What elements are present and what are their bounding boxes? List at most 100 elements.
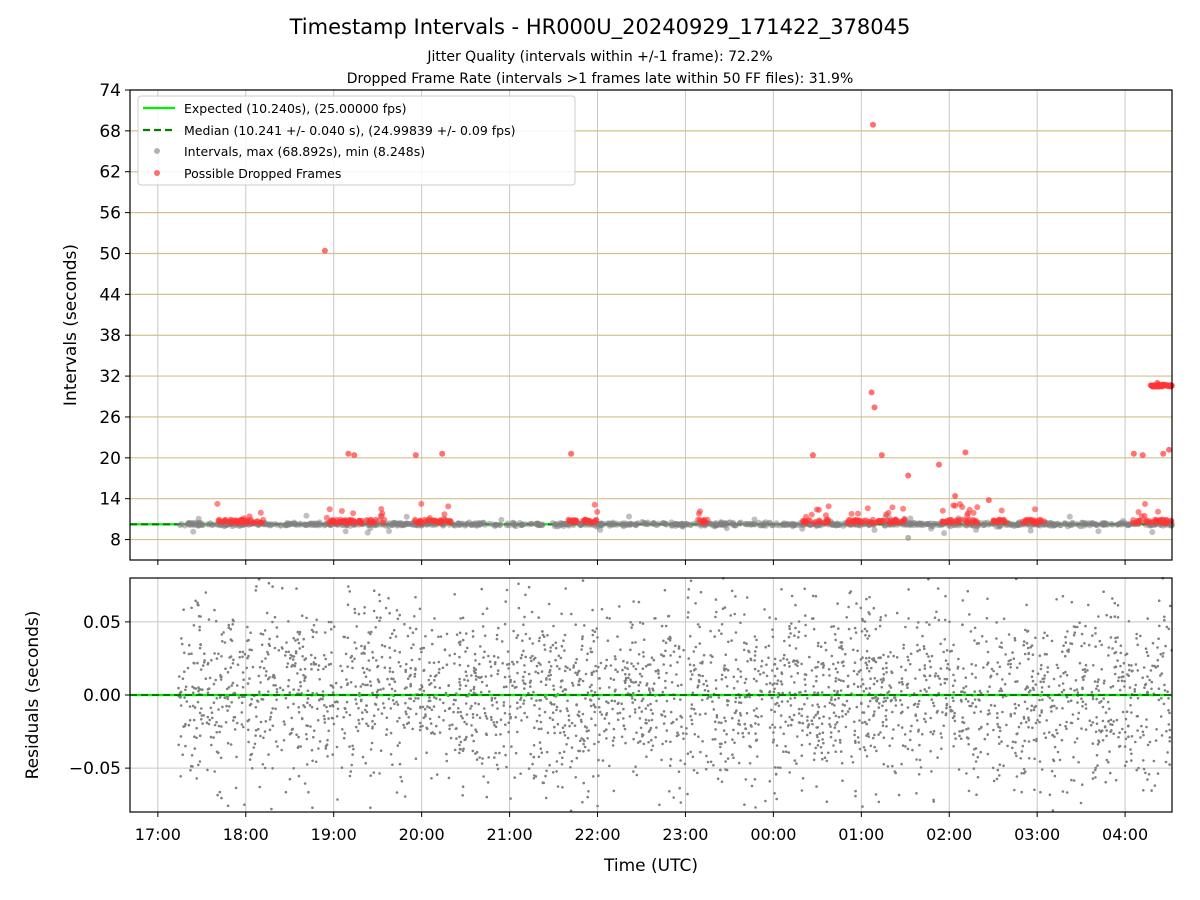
residual-point [723, 606, 727, 609]
residual-point [750, 784, 754, 788]
residual-point [734, 711, 737, 714]
residual-point [697, 735, 700, 738]
residual-point [596, 804, 599, 808]
residual-point [287, 620, 290, 623]
residual-point [200, 714, 204, 717]
residual-point [739, 714, 743, 717]
residual-point [229, 743, 233, 746]
residual-point [296, 630, 300, 634]
dropped-frame-point [952, 493, 959, 499]
residual-point [414, 668, 417, 672]
residual-point [390, 632, 394, 635]
residual-point [1158, 624, 1161, 628]
residual-point [454, 727, 458, 731]
residual-point [618, 605, 621, 608]
residual-point [797, 620, 801, 623]
residual-point [469, 689, 473, 692]
residual-point [671, 720, 675, 724]
residual-point [414, 595, 417, 599]
residual-point [595, 669, 598, 673]
residual-point [508, 705, 512, 708]
residual-point [1107, 719, 1110, 723]
residual-point [515, 636, 518, 640]
residual-point [548, 678, 552, 681]
residual-point [1098, 639, 1102, 643]
residual-point [764, 799, 767, 803]
residual-point [354, 725, 358, 729]
residual-point [1065, 791, 1069, 794]
residual-point [535, 699, 538, 702]
residual-point [429, 722, 433, 725]
residual-point [480, 762, 484, 765]
residual-point [574, 661, 577, 665]
residual-point [1021, 744, 1025, 748]
dropped-frame-point [816, 518, 823, 525]
residual-point [267, 642, 271, 646]
residual-point [521, 639, 524, 642]
residual-point [184, 688, 187, 692]
residual-point [725, 685, 729, 688]
residual-point [886, 691, 889, 695]
residual-point [735, 709, 738, 712]
residual-point [630, 680, 633, 683]
interval-point [178, 521, 185, 528]
residual-point [554, 658, 557, 662]
residual-point [207, 618, 211, 621]
residual-point [788, 627, 791, 631]
residual-point [305, 763, 309, 766]
residual-point [568, 668, 572, 671]
residual-point [1119, 651, 1123, 655]
residual-point [634, 667, 638, 671]
residual-point [797, 636, 800, 639]
residual-point [193, 706, 197, 709]
residual-point [739, 670, 742, 673]
residual-point [474, 668, 478, 671]
residual-point [808, 742, 812, 746]
residual-point [932, 800, 935, 803]
residual-point [694, 667, 697, 671]
residual-point [854, 741, 857, 744]
dropped-frame-point [1166, 446, 1173, 453]
residual-point [1104, 711, 1108, 714]
residual-point [444, 691, 448, 695]
residual-point [375, 695, 379, 699]
residual-point [871, 697, 874, 700]
residual-point [343, 635, 347, 639]
residual-point [624, 741, 627, 745]
residual-point [733, 741, 736, 744]
residual-point [299, 680, 302, 684]
dropped-frame-point [1136, 517, 1143, 524]
residual-point [552, 684, 555, 688]
dropped-frame-point [848, 510, 855, 517]
residual-point [527, 585, 531, 589]
residual-point [1098, 701, 1101, 704]
x-tick-label: 04:00 [1102, 825, 1148, 844]
residual-point [481, 757, 484, 760]
residual-point [856, 649, 859, 653]
intervals-y-tick-label: 50 [99, 244, 121, 264]
residual-point [424, 635, 427, 638]
residual-point [888, 744, 891, 748]
residual-point [1134, 683, 1137, 687]
residual-point [612, 789, 616, 793]
residual-point [810, 617, 814, 620]
residual-point [932, 730, 936, 733]
residual-point [900, 677, 904, 680]
residual-point [490, 699, 494, 702]
residual-point [212, 701, 216, 704]
legend-median-label: Median (10.241 +/- 0.040 s), (24.99839 +… [184, 123, 515, 138]
residual-point [1094, 768, 1097, 772]
residual-point [479, 645, 482, 648]
residual-point [773, 657, 777, 661]
residual-point [1168, 711, 1171, 715]
residual-point [600, 713, 604, 716]
residual-point [1123, 764, 1127, 767]
residual-point [336, 707, 340, 711]
residual-point [1168, 763, 1171, 766]
residual-point [662, 710, 666, 713]
residual-point [712, 763, 715, 767]
residuals-y-tick-label: 0.05 [83, 613, 121, 633]
residual-point [344, 652, 348, 656]
residual-point [616, 670, 619, 674]
residual-point [388, 670, 392, 673]
